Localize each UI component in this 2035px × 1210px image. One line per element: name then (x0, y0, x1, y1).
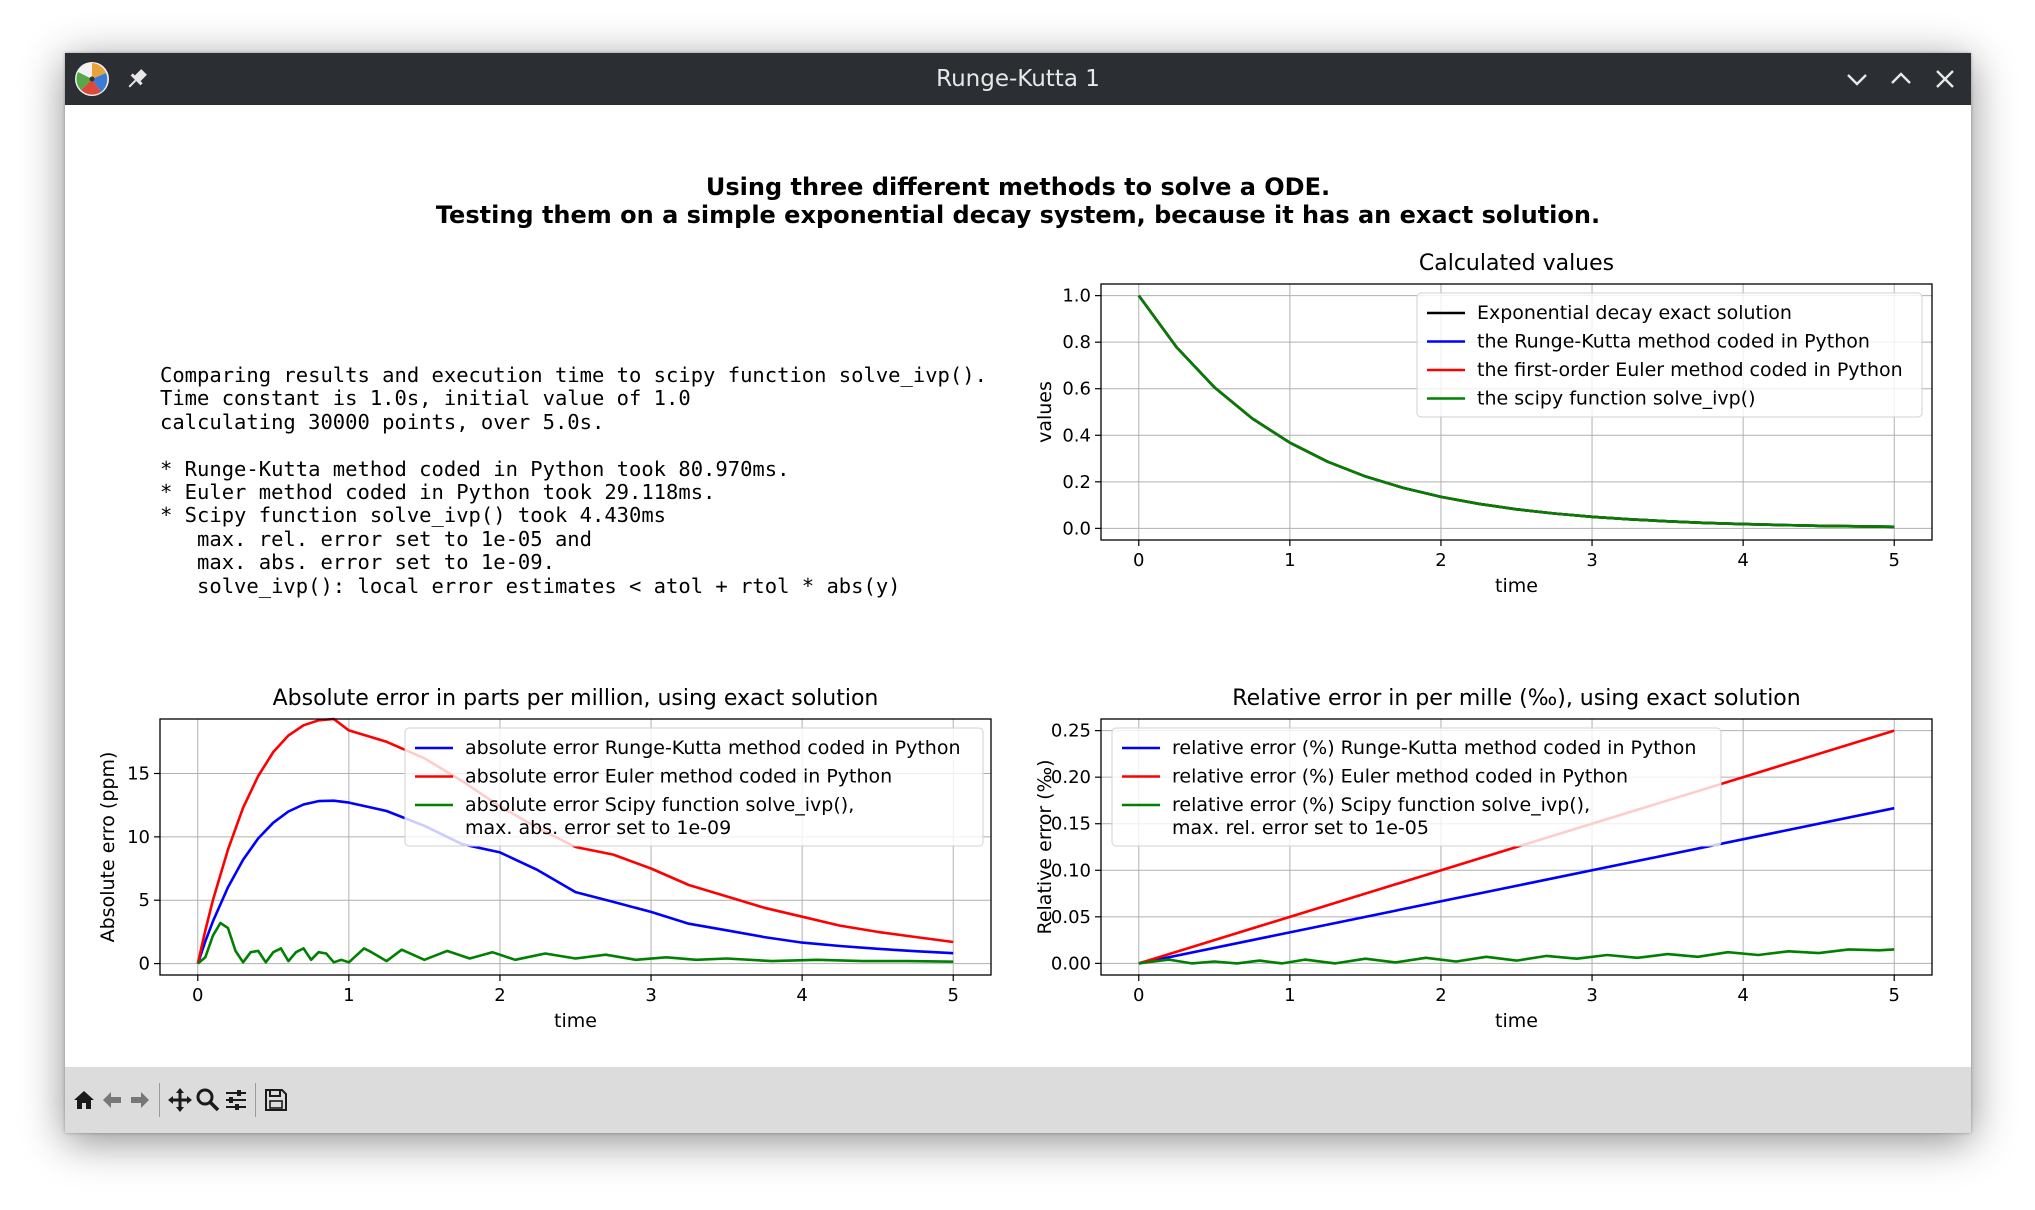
legend-label: absolute error Euler method coded in Pyt… (465, 766, 892, 788)
y-tick-label: 0.25 (1051, 721, 1091, 742)
y-tick-label: 15 (127, 763, 150, 784)
legend-label: relative error (%) Runge-Kutta method co… (1172, 737, 1696, 759)
save-icon[interactable] (263, 1087, 289, 1113)
legend-label: absolute error Scipy function solve_ivp(… (465, 794, 854, 816)
y-tick-label: 0.2 (1062, 472, 1091, 493)
toolbar-separator (255, 1083, 256, 1117)
chart-title: Calculated values (1419, 251, 1614, 276)
legend-label: absolute error Runge-Kutta method coded … (465, 737, 961, 759)
axes-frame (1100, 283, 1933, 541)
x-tick-label: 4 (1737, 550, 1748, 571)
legend-label: relative error (%) Euler method coded in… (1172, 766, 1628, 788)
series-line-2 (196, 921, 954, 965)
legend-label: max. abs. error set to 1e-09 (465, 817, 731, 839)
x-tick-label: 3 (645, 985, 656, 1006)
x-tick-label: 4 (796, 985, 807, 1006)
close-icon[interactable] (1931, 65, 1959, 93)
app-icon[interactable] (73, 60, 111, 98)
series-line-2 (1138, 948, 1895, 965)
x-tick-label: 0 (1133, 985, 1144, 1006)
x-tick-label: 4 (1737, 985, 1748, 1006)
chart-title: Absolute error in parts per million, usi… (273, 686, 879, 711)
x-axis-label: time (1495, 1010, 1538, 1032)
y-axis-label: Absolute erro (ppm) (97, 752, 119, 943)
y-tick-label: 0.8 (1062, 332, 1091, 353)
plots-svg: 0 1 2 3 4 5 0.0 0.2 0.4 0.6 0.8 1.0 Calculated value… (97, 251, 1933, 1032)
legend-label: the Runge-Kutta method coded in Python (1477, 331, 1870, 353)
pan-icon[interactable] (167, 1087, 193, 1113)
x-tick-label: 2 (1435, 985, 1446, 1006)
y-tick-label: 0.10 (1051, 860, 1091, 881)
x-axis-label: time (1495, 575, 1538, 597)
y-axis-label: values (1034, 381, 1056, 443)
series-line-3 (1137, 294, 1895, 529)
back-icon[interactable] (99, 1087, 125, 1113)
y-tick-label: 0.4 (1062, 425, 1091, 446)
x-tick-label: 0 (192, 985, 203, 1006)
suptitle-line1: Using three different methods to solve a… (705, 173, 1331, 201)
x-tick-label: 1 (1284, 550, 1295, 571)
x-tick-label: 5 (1889, 550, 1900, 571)
figure-canvas[interactable]: Using three different methods to solve a… (65, 105, 1971, 1067)
legend-label: Exponential decay exact solution (1477, 302, 1792, 324)
navigation-toolbar (65, 1067, 1971, 1133)
x-tick-label: 1 (343, 985, 354, 1006)
x-tick-label: 1 (1284, 985, 1295, 1006)
y-axis-label: Relative error (‰) (1034, 759, 1056, 934)
zoom-icon[interactable] (195, 1087, 221, 1113)
y-tick-label: 0 (139, 954, 150, 975)
series-line-0 (1138, 806, 1895, 965)
forward-icon[interactable] (127, 1087, 153, 1113)
window-title: Runge-Kutta 1 (936, 66, 1100, 92)
x-tick-label: 3 (1586, 550, 1597, 571)
y-tick-label: 1.0 (1062, 286, 1091, 307)
x-axis-label: time (554, 1010, 597, 1032)
y-tick-label: 5 (139, 890, 150, 911)
title-bar: Runge-Kutta 1 (65, 53, 1971, 105)
legend-box (1416, 292, 1923, 418)
axes-frame (1100, 718, 1933, 976)
home-icon[interactable] (71, 1087, 97, 1113)
series-line-1 (1138, 729, 1895, 965)
toolbar-separator (159, 1083, 160, 1117)
y-tick-label: 0.15 (1051, 814, 1091, 835)
chart-title: Relative error in per mille (‰), using e… (1232, 686, 1800, 711)
info-text: Comparing results and execution time to … (160, 363, 987, 598)
y-tick-label: 0.00 (1051, 953, 1091, 974)
chart-2: 0 1 2 3 4 5 0.00 0.05 0.10 0.15 0.20 0.25 Relative e… (1034, 686, 1933, 1032)
x-tick-label: 2 (1435, 550, 1446, 571)
chart-1: 0 1 2 3 4 5 0 5 10 15 Absolute error in parts per … (97, 686, 992, 1032)
x-tick-label: 0 (1133, 550, 1144, 571)
y-tick-label: 0.05 (1051, 907, 1091, 928)
legend-label: max. rel. error set to 1e-05 (1172, 817, 1429, 839)
x-tick-label: 5 (948, 985, 959, 1006)
suptitle-line2: Testing them on a simple exponential dec… (435, 201, 1601, 229)
y-tick-label: 0.0 (1062, 518, 1091, 539)
legend-label: relative error (%) Scipy function solve_… (1172, 794, 1590, 816)
y-tick-label: 10 (127, 827, 150, 848)
configure-subplots-icon[interactable] (223, 1087, 249, 1113)
minimize-icon[interactable] (1843, 65, 1871, 93)
legend-label: the scipy function solve_ivp() (1477, 388, 1756, 410)
y-tick-label: 0.6 (1062, 379, 1091, 400)
app-window: Runge-Kutta 1 Using three different meth… (65, 53, 1971, 1133)
pin-icon[interactable] (123, 65, 151, 93)
x-tick-label: 5 (1889, 985, 1900, 1006)
x-tick-label: 3 (1586, 985, 1597, 1006)
chart-0: 0 1 2 3 4 5 0.0 0.2 0.4 0.6 0.8 1.0 Calculated value… (1034, 251, 1933, 597)
axes-frame (159, 718, 992, 976)
maximize-icon[interactable] (1887, 65, 1915, 93)
x-tick-label: 2 (494, 985, 505, 1006)
legend-box (1111, 727, 1722, 847)
y-tick-label: 0.20 (1051, 767, 1091, 788)
legend-box (404, 727, 984, 847)
legend-label: the first-order Euler method coded in Py… (1477, 359, 1903, 381)
